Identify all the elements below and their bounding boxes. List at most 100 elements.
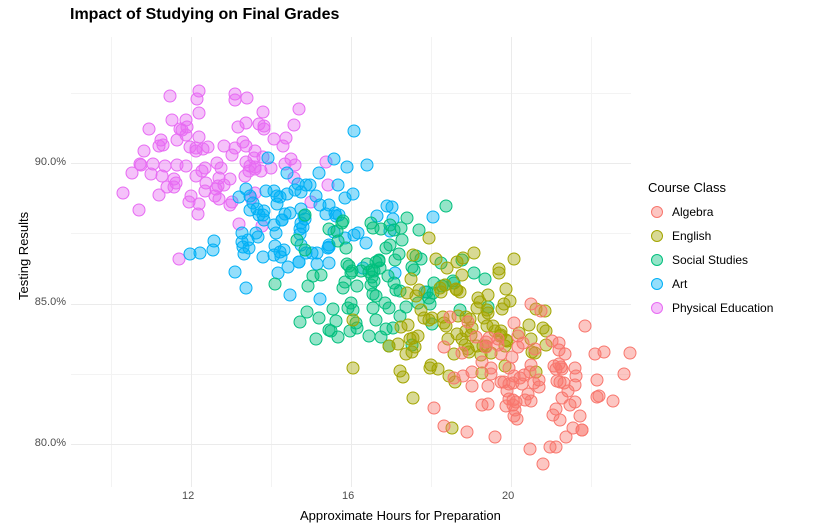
scatter-point: [184, 248, 197, 261]
scatter-point: [239, 117, 252, 130]
scatter-point: [404, 273, 417, 286]
scatter-point: [443, 311, 456, 324]
scatter-point: [153, 188, 166, 201]
scatter-point: [270, 227, 283, 240]
scatter-point: [361, 158, 374, 171]
scatter-point: [330, 224, 343, 237]
scatter-point: [327, 153, 340, 166]
scatter-point: [163, 90, 176, 103]
scatter-point: [450, 284, 463, 297]
scatter-point: [481, 379, 494, 392]
scatter-point: [590, 390, 603, 403]
scatter-point: [589, 347, 602, 360]
scatter-point: [183, 196, 196, 209]
scatter-point: [257, 123, 270, 136]
scatter-point: [347, 124, 360, 137]
scatter-point: [298, 243, 311, 256]
legend-circle-icon: [651, 230, 663, 242]
x-gridline-major: [191, 37, 192, 487]
scatter-point: [241, 92, 254, 105]
scatter-point: [465, 365, 478, 378]
scatter-point: [273, 245, 286, 258]
scatter-point: [217, 140, 230, 153]
scatter-point: [524, 394, 537, 407]
scatter-point: [379, 297, 392, 310]
scatter-point: [506, 350, 519, 363]
scatter-point: [382, 270, 395, 283]
scatter-point: [623, 346, 636, 359]
plot-area: [70, 36, 632, 488]
scatter-point: [423, 314, 436, 327]
scatter-point: [511, 413, 524, 426]
scatter-point: [331, 179, 344, 192]
scatter-point: [293, 315, 306, 328]
x-gridline-minor: [271, 37, 272, 487]
scatter-point: [325, 324, 338, 337]
scatter-point: [292, 102, 305, 115]
scatter-point: [239, 182, 252, 195]
scatter-point: [212, 179, 225, 192]
scatter-point: [550, 403, 563, 416]
scatter-point: [518, 368, 531, 381]
scatter-point: [367, 302, 380, 315]
scatter-point: [395, 234, 408, 247]
scatter-point: [606, 395, 619, 408]
scatter-point: [284, 288, 297, 301]
scatter-point: [465, 380, 478, 393]
scatter-point: [339, 276, 352, 289]
scatter-point: [301, 280, 314, 293]
legend-item-label: English: [672, 229, 711, 243]
scatter-point: [438, 341, 451, 354]
scatter-point: [284, 207, 297, 220]
scatter-point: [170, 133, 183, 146]
scatter-point: [142, 122, 155, 135]
scatter-point: [435, 285, 448, 298]
x-gridline-minor: [111, 37, 112, 487]
scatter-point: [563, 399, 576, 412]
x-tick-label: 20: [502, 490, 514, 502]
scatter-point: [125, 167, 138, 180]
scatter-point: [166, 113, 179, 126]
scatter-point: [206, 244, 219, 257]
legend-circle-icon: [651, 206, 663, 218]
scatter-point: [543, 441, 556, 454]
y-tick-label: 90.0%: [35, 156, 66, 168]
scatter-point: [309, 333, 322, 346]
scatter-point: [499, 282, 512, 295]
scatter-point: [456, 251, 469, 264]
scatter-point: [579, 320, 592, 333]
scatter-point: [439, 200, 452, 213]
scatter-point: [248, 144, 261, 157]
scatter-point: [438, 419, 451, 432]
scatter-point: [116, 187, 129, 200]
scatter-point: [386, 201, 399, 214]
scatter-chart: Impact of Studying on Final Grades Testi…: [0, 0, 813, 530]
scatter-point: [145, 167, 158, 180]
chart-title: Impact of Studying on Final Grades: [70, 6, 339, 24]
scatter-point: [462, 316, 475, 329]
scatter-point: [244, 160, 257, 173]
scatter-point: [339, 192, 352, 205]
scatter-point: [569, 378, 582, 391]
scatter-point: [425, 359, 438, 372]
x-gridline-minor: [591, 37, 592, 487]
scatter-point: [393, 247, 406, 260]
legend-item-label: Physical Education: [672, 301, 773, 315]
scatter-point: [428, 402, 441, 415]
scatter-point: [268, 185, 281, 198]
scatter-point: [400, 286, 413, 299]
scatter-point: [229, 94, 242, 107]
scatter-point: [534, 305, 547, 318]
x-tick-label: 12: [182, 490, 194, 502]
scatter-point: [281, 187, 294, 200]
scatter-point: [313, 311, 326, 324]
scatter-point: [184, 140, 197, 153]
legend-item: Algebra: [648, 203, 773, 221]
scatter-point: [375, 222, 388, 235]
y-tick-label: 80.0%: [35, 437, 66, 449]
legend-item: English: [648, 227, 773, 245]
scatter-point: [167, 181, 180, 194]
scatter-point: [468, 267, 481, 280]
scatter-point: [223, 173, 236, 186]
scatter-point: [456, 346, 469, 359]
